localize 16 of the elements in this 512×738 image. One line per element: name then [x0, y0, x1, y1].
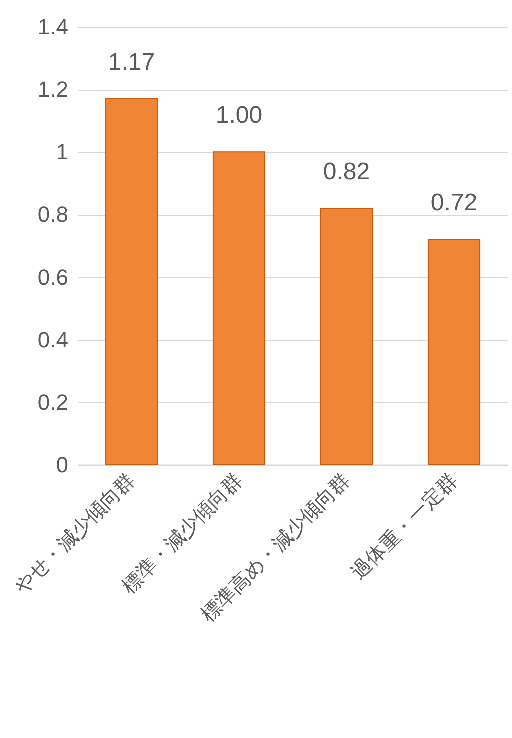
y-tick-label: 0.6 — [38, 264, 68, 290]
y-tick-label: 1 — [56, 140, 68, 165]
y-tick-label: 1.4 — [38, 14, 68, 40]
y-tick-label: 0.2 — [38, 390, 68, 415]
y-tick-label: 0.4 — [38, 327, 68, 352]
bar — [212, 152, 266, 466]
data-label: 1.17 — [108, 48, 156, 76]
data-label: 0.72 — [430, 190, 478, 217]
data-label: 1.00 — [216, 102, 263, 130]
bar — [428, 239, 481, 466]
y-tick-label: 0 — [56, 452, 68, 478]
data-label: 0.82 — [323, 158, 370, 186]
bar — [320, 208, 374, 466]
bar — [105, 98, 158, 466]
y-tick-label: 1.2 — [38, 77, 68, 102]
y-tick-label: 0.8 — [38, 202, 68, 228]
